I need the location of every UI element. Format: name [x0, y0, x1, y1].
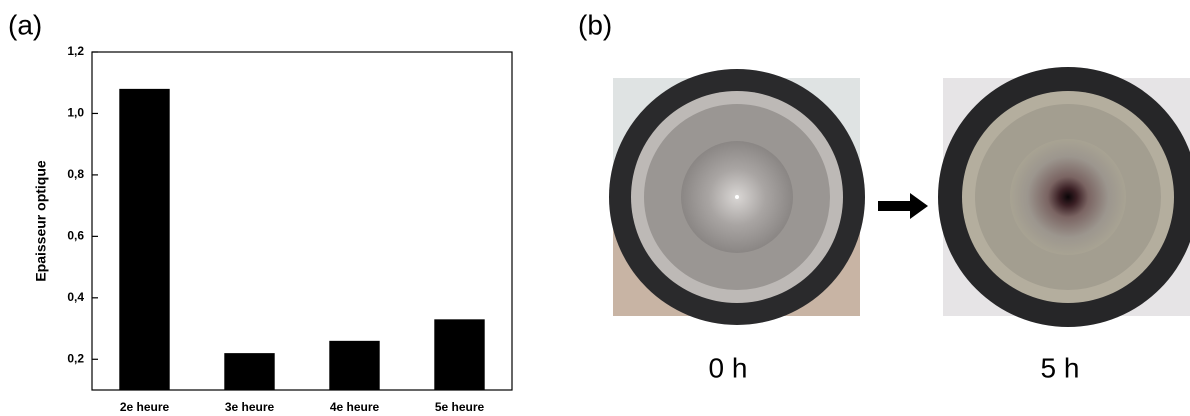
y-tick-label: 1,0 — [67, 106, 84, 120]
bar — [224, 353, 275, 390]
photo-label: 5 h — [1041, 352, 1080, 383]
arrow — [878, 193, 928, 219]
bar — [119, 88, 170, 390]
x-tick-label: 5e heure — [435, 400, 485, 414]
bar — [434, 319, 485, 390]
y-tick-label: 0,6 — [67, 229, 84, 243]
x-tick-label: 2e heure — [120, 400, 170, 414]
y-tick-label: 0,8 — [67, 167, 84, 181]
y-tick-label: 0,2 — [67, 351, 84, 365]
photo — [938, 67, 1190, 327]
x-tick-label: 3e heure — [225, 400, 275, 414]
panel-label: (a) — [8, 9, 42, 40]
photo-label: 0 h — [709, 352, 748, 383]
y-axis-label: Epaisseur optique — [33, 160, 49, 282]
y-tick-label: 1,2 — [67, 44, 84, 58]
plot-frame — [91, 51, 513, 391]
bar — [329, 340, 380, 390]
panel-label: (b) — [578, 9, 612, 40]
y-tick-label: 0,4 — [67, 290, 84, 304]
photo — [609, 69, 865, 325]
x-tick-label: 4e heure — [330, 400, 380, 414]
